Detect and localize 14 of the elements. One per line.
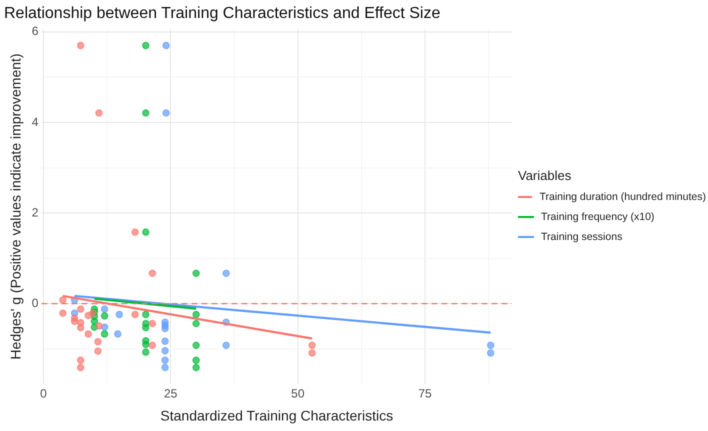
y-tick-label: 4 — [32, 114, 39, 129]
legend-title: Variables — [518, 168, 572, 183]
y-tick-label: 0 — [32, 296, 39, 310]
x-tick-label: 50 — [291, 386, 305, 400]
legend-label: Training frequency (x10) — [541, 211, 654, 223]
y-tick-label: 6 — [32, 24, 39, 38]
x-tick-label: 75 — [418, 386, 432, 400]
y-tick-label: 2 — [32, 205, 39, 220]
x-tick-label: 25 — [164, 386, 178, 400]
legend-label: Training duration (hundred minutes) — [539, 191, 706, 203]
x-axis-title: Standardized Training Characteristics — [160, 407, 394, 424]
y-axis-title: Hedges' g (Positive values indicate improvement) — [7, 53, 24, 360]
chart-title: Relationship between Training Characteristics and Effect Size — [4, 5, 440, 22]
legend-label: Training sessions — [541, 231, 622, 243]
